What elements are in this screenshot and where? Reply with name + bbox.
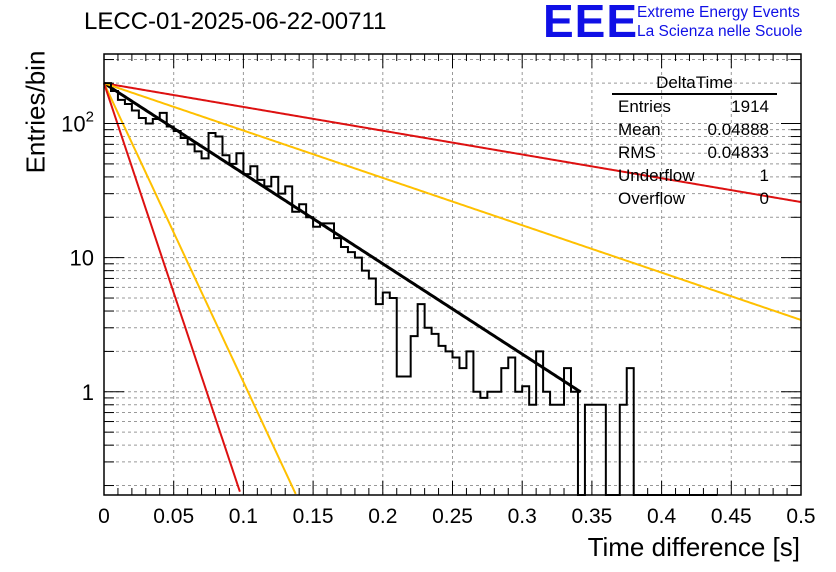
stats-value: 1 (759, 166, 769, 185)
x-tick-label: 0.05 (153, 505, 194, 528)
histogram-steps (104, 82, 718, 496)
x-axis-label: Time difference [s] (587, 532, 800, 562)
stats-label: Overflow (618, 189, 686, 208)
stats-label: Entries (618, 97, 671, 116)
x-tick-label: 0.45 (711, 505, 752, 528)
fit-curves (103, 81, 802, 495)
logo-line-1: Extreme Energy Events (637, 4, 800, 21)
stats-box: DeltaTime Entries 1914 Mean 0.04888 RMS … (612, 72, 777, 210)
x-tick-label: 0.25 (432, 505, 473, 528)
x-tick-label: 0.15 (293, 505, 334, 528)
logo-line-2: La Scienza nelle Scuole (637, 23, 803, 40)
chart-title: LECC-01-2025-06-22-00711 (84, 8, 387, 35)
stats-title: DeltaTime (612, 72, 777, 95)
stats-row-overflow: Overflow 0 (612, 187, 777, 210)
logo-text: Extreme Energy Events La Scienza nelle S… (637, 3, 802, 41)
stats-row-entries: Entries 1914 (612, 95, 777, 118)
tick-labels: 0 0.05 0.1 0.15 0.2 0.25 0.3 0.35 0.4 0.45 0.51101… (61, 109, 815, 528)
x-tick-label: 0.3 (508, 505, 537, 528)
stats-row-underflow: Underflow 1 (612, 164, 777, 187)
stats-value: 0.04888 (707, 120, 769, 139)
axis-ticks (103, 54, 802, 495)
fit-curve (103, 82, 802, 204)
stats-value: 0.04833 (707, 143, 769, 162)
fit-curve (103, 82, 297, 495)
x-tick-label: 0.2 (368, 505, 397, 528)
stats-value: 1914 (731, 97, 769, 116)
stats-row-mean: Mean 0.04888 (612, 118, 777, 141)
x-tick-label: 0 (98, 505, 110, 528)
fit-curve (103, 81, 582, 394)
stats-label: Mean (618, 120, 661, 139)
x-tick-label: 0.5 (786, 505, 815, 528)
y-tick-label: 1 (82, 380, 94, 405)
stats-row-rms: RMS 0.04833 (612, 141, 777, 164)
y-tick-label: 10 (70, 246, 94, 271)
histogram (104, 82, 718, 496)
x-tick-label: 0.1 (229, 505, 258, 528)
stats-label: Underflow (618, 166, 695, 185)
x-tick-label: 0.35 (571, 505, 612, 528)
y-axis-label: Entries/bin (20, 50, 51, 174)
y-tick-label: 102 (61, 109, 94, 137)
stats-label: RMS (618, 143, 656, 162)
x-tick-label: 0.4 (647, 505, 677, 528)
fit-curve (103, 82, 802, 321)
eee-logo: EEE (543, 0, 639, 47)
fit-curve (103, 82, 241, 493)
stats-value: 0 (759, 189, 769, 208)
